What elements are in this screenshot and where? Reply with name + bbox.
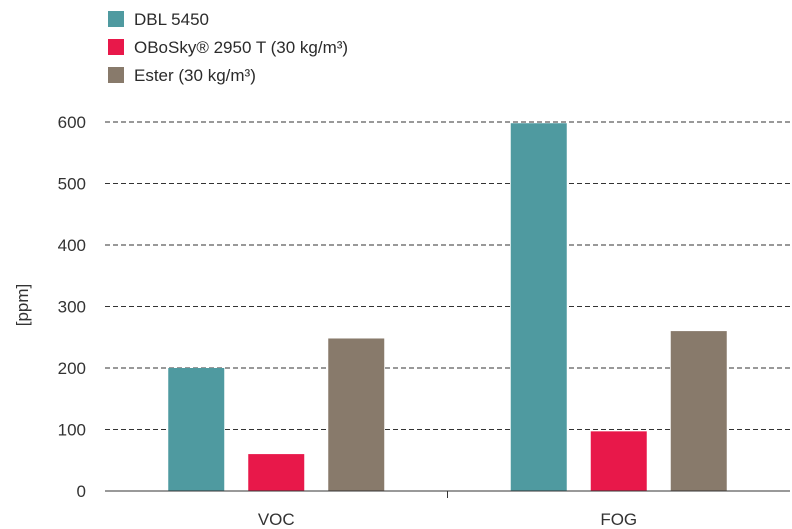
y-tick-labels: 0 100 200 300 400 500 600 [58,113,86,501]
y-tick-500: 500 [58,175,86,194]
legend-swatch-1 [108,11,124,27]
y-tick-0: 0 [77,482,86,501]
y-tick-400: 400 [58,236,86,255]
bar-fog-series-2 [590,431,647,491]
bar-voc-series-2 [248,454,305,491]
legend-swatch-2 [108,39,124,55]
y-tick-300: 300 [58,298,86,317]
y-axis-label: [ppm] [13,284,32,327]
legend-label-2: OBoSky® 2950 T (30 kg/m³) [134,38,348,57]
axes [105,490,790,498]
x-tick-labels: VOC FOG [258,510,637,529]
legend-label-1: DBL 5450 [134,10,209,29]
legend-swatch-3 [108,67,124,83]
bar-voc-series-1 [168,368,225,491]
bar-fog-series-1 [510,123,567,491]
legend: DBL 5450 OBoSky® 2950 T (30 kg/m³) Ester (… [108,10,348,85]
bar-fog-series-3 [670,331,727,491]
x-tick-voc: VOC [258,510,295,529]
x-tick-fog: FOG [600,510,637,529]
y-tick-200: 200 [58,359,86,378]
y-tick-600: 600 [58,113,86,132]
bars [168,123,727,491]
bar-voc-series-3 [328,338,385,491]
y-tick-100: 100 [58,421,86,440]
legend-label-3: Ester (30 kg/m³) [134,66,256,85]
